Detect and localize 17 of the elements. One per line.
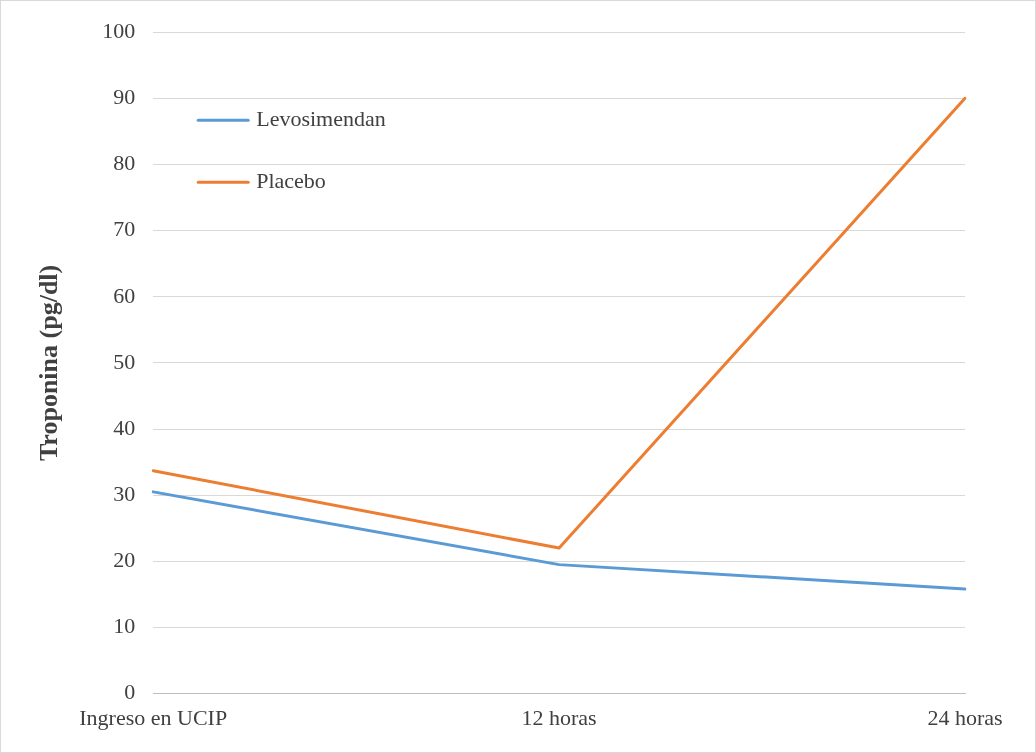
x-tick-label: 12 horas (521, 704, 597, 730)
y-tick-label: 30 (113, 480, 136, 506)
y-tick-label: 90 (113, 84, 136, 110)
y-tick-label: 80 (113, 150, 136, 176)
y-tick-label: 100 (102, 17, 136, 43)
y-tick-label: 70 (113, 216, 136, 242)
y-tick-label: 10 (113, 613, 136, 639)
legend-label: Placebo (256, 167, 326, 193)
y-tick-label: 50 (113, 348, 136, 374)
legend-label: Levosimendan (256, 105, 386, 131)
x-tick-label: Ingreso en UCIP (79, 704, 228, 730)
y-tick-label: 40 (113, 414, 136, 440)
y-tick-label: 0 (124, 679, 136, 705)
y-tick-label: 20 (113, 547, 136, 573)
y-axis-title: Troponina (pg/dl) (34, 264, 64, 462)
x-tick-label: 24 horas (927, 704, 1003, 730)
y-tick-label: 60 (113, 282, 136, 308)
